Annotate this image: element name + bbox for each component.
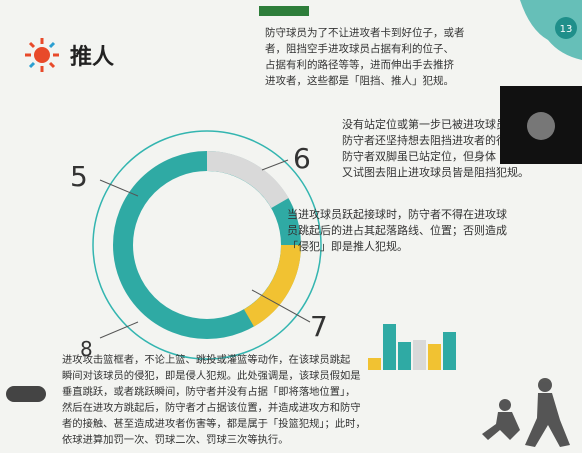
- toolbar[interactable]: [6, 386, 46, 402]
- ring-label: 6: [293, 142, 311, 175]
- text-line: 又试图去阻止进攻球员皆是阻挡犯规。: [342, 165, 582, 181]
- ring-yellow: [249, 245, 291, 318]
- ring-label: 7: [310, 310, 328, 343]
- text-line: 进攻攻击篮框者，不论上篮、跳投或灌篮等动作，在该球员跳起: [62, 352, 366, 368]
- players-silhouette: [482, 378, 570, 447]
- text-line: 「侵犯」即是推人犯规。: [287, 239, 507, 255]
- slide: 推人 13 5 6 7 8 防守球员为了不让进攻者卡到好位子，或者: [0, 0, 582, 453]
- text-line: 然后在进攻方跳起后，防守者才占据该位置，并造成进攻方和防守: [62, 400, 366, 416]
- paragraph: 当进攻球员跃起接球时，防守者不得在进攻球员跳起后的进占其起落路线、位置；否则造成…: [287, 207, 507, 255]
- meeting-tag: [259, 6, 309, 16]
- text-line: 依球进算加罚一次、罚球二次、罚球三次等执行。: [62, 432, 366, 448]
- text-line: 占据有利的路径等等，进而伸出手去推挤: [265, 57, 465, 73]
- text-line: 垂直跳跃，或者跳跃瞬间，防守者并没有占据「即将落地位置」，: [62, 384, 366, 400]
- text-line: 当进攻球员跃起接球时，防守者不得在进攻球: [287, 207, 507, 223]
- ring-label: 5: [70, 160, 88, 193]
- text-line: 进攻者，这些都是「阻挡、推人」犯规。: [265, 73, 465, 89]
- text-line: 防守球员为了不让进攻者卡到好位子，或者: [265, 25, 465, 41]
- text-line: 瞬间对该球员的侵犯，即是侵人犯规。此处强调是，该球员假如是: [62, 368, 366, 384]
- slide-title: 推人: [70, 45, 114, 70]
- text-line: 者，阻挡空手进攻球员占据有利的位子、: [265, 41, 465, 57]
- text-line: 员跳起后的进占其起落路线、位置；否则造成: [287, 223, 507, 239]
- decorative-bars: [368, 324, 456, 370]
- paragraph: 防守球员为了不让进攻者卡到好位子，或者者，阻挡空手进攻球员占据有利的位子、占据有…: [265, 25, 465, 89]
- video-avatar: [527, 112, 555, 140]
- text-line: 者的接触、甚至造成进攻者伤害等，都是属于「投篮犯规」；此时，: [62, 416, 366, 432]
- video-window: [500, 86, 582, 164]
- page-number: 13: [560, 24, 573, 35]
- paragraph: 进攻攻击篮框者，不论上篮、跳投或灌篮等动作，在该球员跳起瞬间对该球员的侵犯，即是…: [62, 352, 366, 448]
- sun-icon: [25, 38, 59, 72]
